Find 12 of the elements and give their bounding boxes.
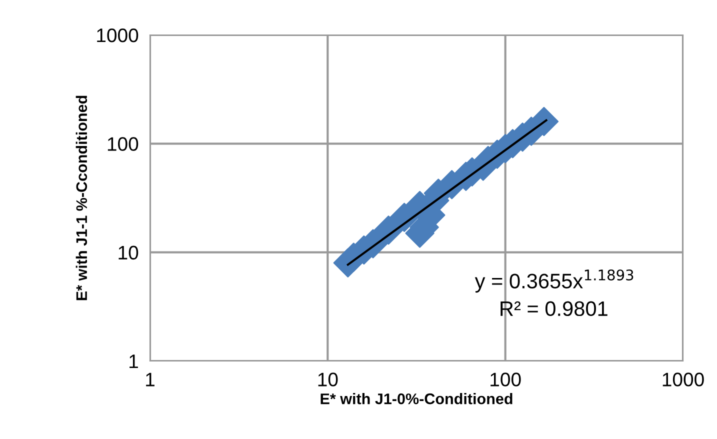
y-tick-label: 10: [118, 246, 138, 260]
y-tick-label: 1000: [97, 28, 138, 42]
y-tick-label: 1: [130, 354, 138, 368]
annotation: R² = 0.9801: [500, 301, 608, 316]
x-tick-label: 10: [318, 372, 338, 386]
x-tick-label: 1: [146, 372, 154, 386]
x-axis-title: E* with J1-0%-Conditioned: [320, 393, 512, 404]
annotation: y = 0.3655x$^{1.1893}$: [474, 269, 634, 293]
y-tick-label: 100: [108, 137, 138, 151]
y-axis-title: E* with J1-1 %-Cconditioned: [76, 96, 88, 300]
x-tick-label: 100: [490, 372, 521, 386]
x-tick-label: 1000: [662, 372, 704, 386]
